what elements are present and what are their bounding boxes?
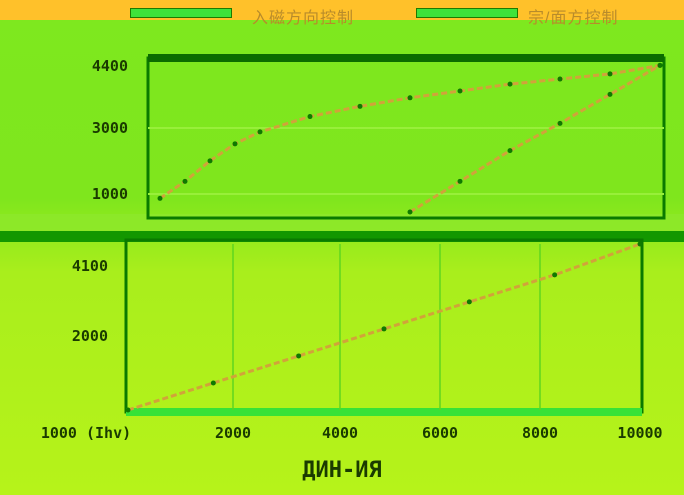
bottom-panel-series xyxy=(125,241,643,413)
top-series-point xyxy=(557,76,563,82)
top-series-point xyxy=(407,95,413,101)
top-series-line-0 xyxy=(159,63,661,200)
bottom-series-point xyxy=(637,241,643,247)
top-series-point xyxy=(357,103,363,109)
bottom-panel-x-ticks: 1000 (Ihv) 2000 4000 6000 8000 10000 xyxy=(41,424,663,442)
top-y-tick-label: 1000 xyxy=(92,185,128,203)
legend-label-1: 入磁方向控制 xyxy=(252,10,355,27)
bottom-y-tick-label: 4100 xyxy=(72,257,108,275)
bottom-panel-y-ticks: 4100 2000 xyxy=(72,257,108,345)
bottom-y-tick-label: 2000 xyxy=(72,327,108,345)
top-series-point xyxy=(457,88,463,94)
legend-swatch-1 xyxy=(130,8,232,18)
bottom-series-point xyxy=(210,380,216,386)
bottom-series-point xyxy=(466,299,472,305)
top-series-line-1 xyxy=(409,64,661,214)
top-series-point xyxy=(657,62,663,68)
bottom-x-tick-label: 8000 xyxy=(522,424,558,442)
bottom-x-tick-label: 10000 xyxy=(617,424,662,442)
top-series-point xyxy=(507,148,513,154)
top-series-point xyxy=(607,71,613,77)
top-y-tick-label: 4400 xyxy=(92,57,128,75)
bottom-series-point xyxy=(381,326,387,332)
bottom-x-tick-label: 2000 xyxy=(215,424,251,442)
top-series-point xyxy=(557,120,563,126)
bottom-x-tick-label: 6000 xyxy=(422,424,458,442)
bottom-panel-grid xyxy=(232,244,541,410)
top-series-point xyxy=(157,195,163,201)
top-panel-grid xyxy=(148,127,664,195)
bottom-series-point xyxy=(552,272,558,278)
top-series-point xyxy=(507,81,513,87)
top-panel-y-ticks: 4400 3000 1000 xyxy=(92,57,128,203)
top-series-point xyxy=(607,91,613,97)
top-series-point xyxy=(307,114,313,120)
bottom-x-tick-label: 1000 (Ihv) xyxy=(41,424,131,442)
bottom-x-tick-label: 4000 xyxy=(322,424,358,442)
bottom-series-point xyxy=(125,407,131,413)
top-series-point xyxy=(232,141,238,147)
legend-label-2: 宗/面方控制 xyxy=(528,10,619,27)
top-series-point xyxy=(257,129,263,135)
top-series-point xyxy=(407,209,413,215)
top-panel-series xyxy=(157,62,663,215)
top-series-point xyxy=(207,158,213,164)
top-panel-header-bar xyxy=(148,54,664,62)
x-axis-title: ДИН-ИЯ xyxy=(302,458,382,483)
top-series-point xyxy=(182,178,188,184)
bottom-panel-baseline xyxy=(126,408,642,416)
bottom-series-point xyxy=(296,353,302,359)
legend-swatch-2 xyxy=(416,8,518,18)
bottom-panel-frame xyxy=(124,238,644,414)
top-series-point xyxy=(457,178,463,184)
panel-divider xyxy=(0,231,684,242)
top-y-tick-label: 3000 xyxy=(92,119,128,137)
